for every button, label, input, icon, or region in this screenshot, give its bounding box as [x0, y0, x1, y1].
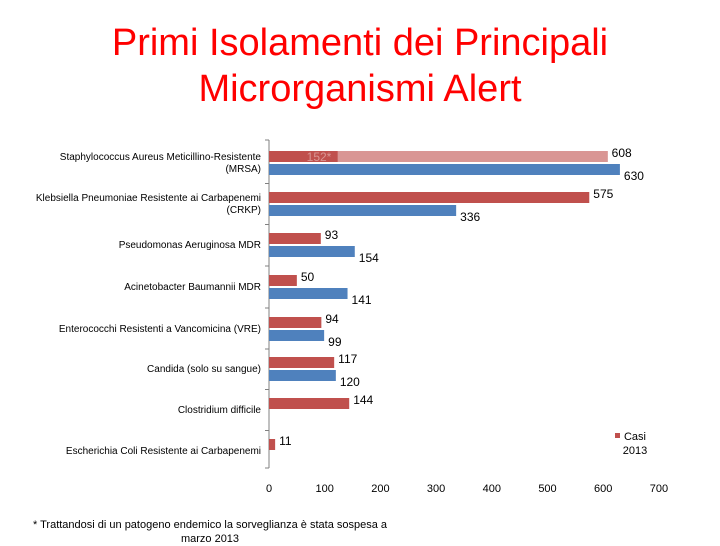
category-label: Staphylococcus Aureus Meticillino-Resist… — [60, 152, 262, 163]
data-label-casi-2013: 608 — [612, 146, 632, 160]
bar-series-2 — [269, 288, 348, 299]
bar-series-2 — [269, 164, 620, 175]
category-label: Candida (solo su sangue) — [147, 364, 261, 375]
data-label-series-2: 120 — [340, 375, 360, 389]
chart-title-line-1: Primi Isolamenti dei Principali — [111, 22, 609, 64]
chart-title-line-2: Microrganismi Alert — [198, 68, 522, 110]
legend-label-casi-2013: Casi — [624, 431, 646, 443]
category-label: Enterococchi Resistenti a Vancomicina (V… — [59, 324, 261, 335]
data-label-casi-2013: 50 — [301, 270, 315, 284]
data-label-series-2: 336 — [460, 210, 480, 224]
x-tick-label: 200 — [371, 483, 389, 495]
bar-series-2 — [269, 205, 457, 216]
x-tick-label: 600 — [594, 483, 612, 495]
footnote: * Trattandosi di un patogeno endemico la… — [32, 519, 388, 545]
data-label-overlay: 152* — [307, 150, 332, 164]
data-label-casi-2013: 575 — [593, 187, 613, 201]
bar-casi-2013 — [269, 357, 335, 368]
chart-title: Primi Isolamenti dei Principali Microrga… — [0, 20, 720, 112]
data-label-casi-2013: 117 — [338, 352, 357, 366]
category-label: (MRSA) — [225, 164, 261, 175]
x-tick-label: 100 — [316, 483, 334, 495]
data-label-casi-2013: 93 — [325, 228, 339, 242]
bar-casi-2013 — [269, 317, 322, 328]
bar-casi-2013 — [269, 233, 321, 244]
category-label: Klebsiella Pneumoniae Resistente ai Carb… — [36, 193, 261, 204]
category-label: Clostridium difficile — [178, 405, 262, 416]
category-label: Acinetobacter Baumannii MDR — [124, 282, 261, 293]
bar-overlay-highlight — [337, 151, 608, 162]
x-tick-label: 0 — [266, 483, 272, 495]
data-label-series-2: 154 — [359, 251, 379, 265]
bar-casi-2013 — [269, 439, 276, 450]
legend-label-casi-2013: 2013 — [623, 445, 647, 457]
bar-series-2 — [269, 330, 325, 341]
x-tick-label: 500 — [538, 483, 556, 495]
x-tick-label: 400 — [483, 483, 501, 495]
data-label-casi-2013: 11 — [279, 434, 292, 448]
bar-casi-2013 — [269, 275, 297, 286]
bar-series-2 — [269, 246, 355, 257]
legend-swatch-casi-2013 — [615, 433, 620, 438]
category-label: Pseudomonas Aeruginosa MDR — [119, 240, 261, 251]
data-label-casi-2013: 94 — [325, 312, 339, 326]
data-label-series-2: 99 — [328, 335, 342, 349]
category-label: (CRKP) — [227, 205, 261, 216]
category-label: Escherichia Coli Resistente ai Carbapene… — [66, 446, 261, 457]
bar-casi-2013 — [269, 192, 590, 203]
x-tick-label: 700 — [650, 483, 668, 495]
bar-series-2 — [269, 370, 336, 381]
x-tick-label: 300 — [427, 483, 445, 495]
bar-casi-2013 — [269, 398, 350, 409]
data-label-casi-2013: 144 — [353, 393, 373, 407]
data-label-series-2: 630 — [624, 169, 644, 183]
data-label-series-2: 141 — [352, 293, 372, 307]
